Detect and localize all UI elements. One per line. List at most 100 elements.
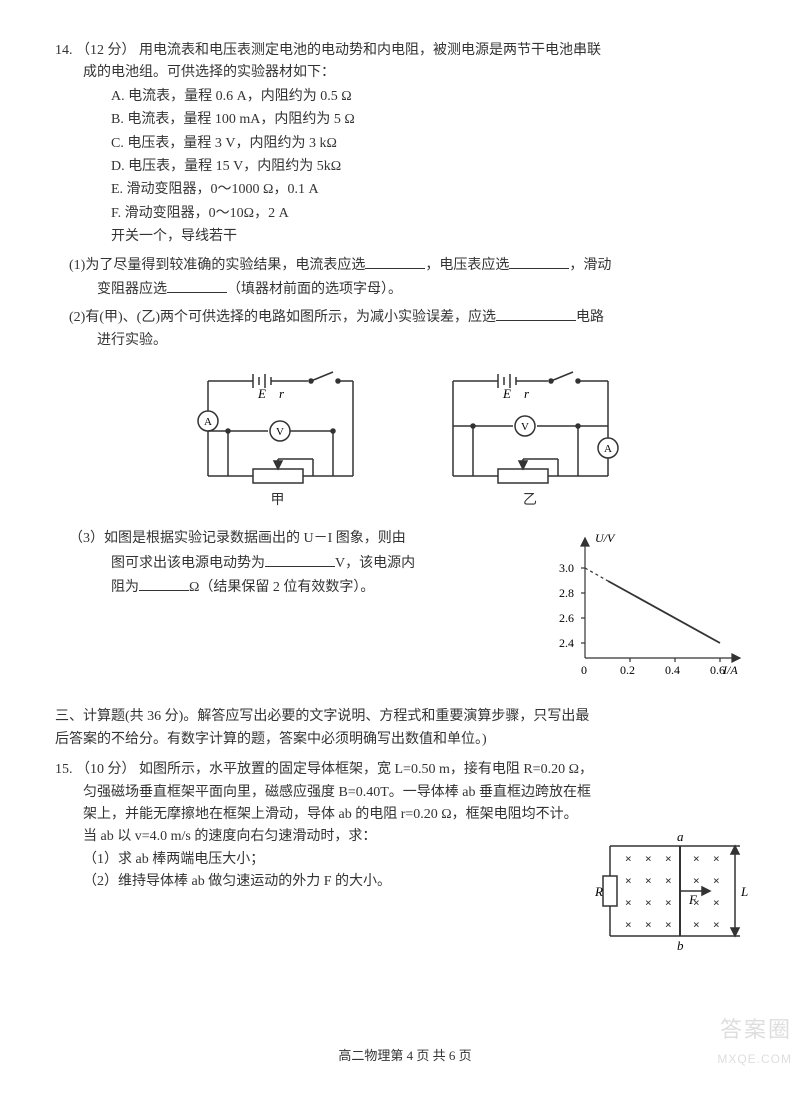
q14-sub1-label: (1) <box>69 258 85 273</box>
ui-graph-svg: U/V I/A 3.0 2.8 2.6 2.4 0 0.2 0.4 0.6 <box>545 528 755 688</box>
f-label: F <box>688 892 698 907</box>
q14-sub1-t2: ，电压表应选 <box>425 258 509 273</box>
xt0: 0 <box>581 663 587 677</box>
svg-text:×: × <box>645 852 652 865</box>
q15-t2: 匀强磁场垂直框架平面向里，磁感应强度 B=0.40T。一导体棒 ab 垂直框边跨… <box>55 782 755 804</box>
yt26: 2.6 <box>559 611 574 625</box>
yt28: 2.8 <box>559 586 574 600</box>
page-footer: 高二物理第 4 页 共 6 页 <box>0 1046 810 1067</box>
circuit-yi-svg: E r V A <box>433 366 628 486</box>
q14-sub1-line2: 变阻器应选 （填器材前面的选项字母）。 <box>69 277 755 301</box>
q14-sub1-t5: （填器材前面的选项字母）。 <box>227 282 402 297</box>
watermark-url: MXQE.COM <box>717 1050 792 1069</box>
svg-text:×: × <box>665 918 672 931</box>
question-14: 14. （12 分） 用电流表和电压表测定电池的电动势和内电阻，被测电源是两节干… <box>55 40 755 688</box>
q15-points: （10 分） <box>76 762 136 777</box>
svg-text:×: × <box>645 874 652 887</box>
blank-voltmeter <box>509 253 569 269</box>
svg-text:×: × <box>665 874 672 887</box>
xt06: 0.6 <box>710 663 725 677</box>
q14-sub3-t5: Ω（结果保留 2 位有效数字）。 <box>189 580 374 595</box>
q14-options: A. 电流表，量程 0.6 A，内阻约为 0.5 Ω B. 电流表，量程 100… <box>55 86 755 249</box>
svg-text:×: × <box>693 852 700 865</box>
option-g: 开关一个，导线若干 <box>111 226 755 248</box>
q14-sub2: (2)有(甲)、(乙)两个可供选择的电路如图所示，为减小实验误差，应选 电路 进行… <box>55 305 755 352</box>
circuit-jia-svg: E r A V <box>183 366 373 486</box>
q14-sub3-text: （3）如图是根据实验记录数据画出的 U－I 图象，则由 图可求出该电源电动势为V… <box>55 528 527 599</box>
v-meter-yi: V <box>521 421 529 433</box>
svg-text:×: × <box>645 896 652 909</box>
svg-text:×: × <box>625 918 632 931</box>
a-label: a <box>677 829 684 844</box>
q14-intro: 14. （12 分） 用电流表和电压表测定电池的电动势和内电阻，被测电源是两节干… <box>55 40 755 62</box>
caption-jia: 甲 <box>183 490 373 512</box>
r-label-q15: R <box>595 884 603 899</box>
svg-text:×: × <box>625 852 632 865</box>
q15-sub2: （2）维持导体棒 ab 做匀速运动的外力 F 的大小。 <box>55 871 583 893</box>
e-label: E <box>257 386 266 401</box>
xt04: 0.4 <box>665 663 680 677</box>
q15-t1: 如图所示，水平放置的固定导体框架，宽 L=0.50 m，接有电阻 R=0.20 … <box>139 762 593 777</box>
a-meter-label: A <box>204 416 212 428</box>
q14-sub1-t1: 为了尽量得到较准确的实验结果，电流表应选 <box>85 258 365 273</box>
question-15: 15. （10 分） 如图所示，水平放置的固定导体框架，宽 L=0.50 m，接… <box>55 759 755 956</box>
q14-intro-line2: 成的电池组。可供选择的实验器材如下： <box>55 62 755 84</box>
v-meter-label: V <box>276 426 284 438</box>
svg-text:×: × <box>665 852 672 865</box>
blank-emf <box>265 551 335 567</box>
q14-sub2-t2: 电路 <box>576 310 604 325</box>
q14-sub2-line2: 进行实验。 <box>69 330 755 352</box>
q14-sub2-label: (2) <box>69 310 85 325</box>
circuit-jia: E r A V 甲 <box>183 366 373 512</box>
q15-text-block: 当 ab 以 v=4.0 m/s 的速度向右匀速滑动时，求： （1）求 ab 棒… <box>55 826 583 893</box>
section-3-header: 三、计算题(共 36 分)。解答应写出必要的文字说明、方程式和重要演算步骤，只写… <box>55 706 755 751</box>
svg-text:×: × <box>693 918 700 931</box>
r-label: r <box>279 386 285 401</box>
blank-ammeter <box>365 253 425 269</box>
a-meter-yi: A <box>604 443 612 455</box>
q15-sub1: （1）求 ab 棒两端电压大小； <box>55 849 583 871</box>
q14-sub1-t3: ，滑动 <box>569 258 611 273</box>
e-label-yi: E <box>502 386 511 401</box>
section3-line1: 三、计算题(共 36 分)。解答应写出必要的文字说明、方程式和重要演算步骤，只写… <box>55 706 755 728</box>
b-label: b <box>677 938 684 953</box>
xt02: 0.2 <box>620 663 635 677</box>
q15-body-row: 当 ab 以 v=4.0 m/s 的速度向右匀速滑动时，求： （1）求 ab 棒… <box>55 826 755 956</box>
q15-figure: ××××× ××××× ××××× ××××× a b R F L <box>595 826 755 956</box>
q14-sub1: (1)为了尽量得到较准确的实验结果，电流表应选 ，电压表应选 ，滑动 变阻器应选 （填… <box>55 253 755 302</box>
svg-text:×: × <box>625 896 632 909</box>
svg-text:×: × <box>713 852 720 865</box>
q15-figure-svg: ××××× ××××× ××××× ××××× a b R F L <box>595 826 755 956</box>
q14-sub3-t4: 阻为 <box>111 580 139 595</box>
option-a: A. 电流表，量程 0.6 A，内阻约为 0.5 Ω <box>111 86 755 108</box>
ui-graph: U/V I/A 3.0 2.8 2.6 2.4 0 0.2 0.4 0.6 <box>545 528 755 688</box>
svg-text:×: × <box>625 874 632 887</box>
svg-text:×: × <box>693 874 700 887</box>
blank-rheostat <box>167 277 227 293</box>
q14-sub3-t1: 如图是根据实验记录数据画出的 U－I 图象，则由 <box>104 531 406 546</box>
option-b: B. 电流表，量程 100 mA，内阻约为 5 Ω <box>111 109 755 131</box>
circuit-yi: E r V A 乙 <box>433 366 628 512</box>
q14-sub1-t4: 变阻器应选 <box>97 282 167 297</box>
option-c: C. 电压表，量程 3 V，内阻约为 3 kΩ <box>111 133 755 155</box>
blank-circuit <box>496 305 576 321</box>
section3-line2: 后答案的不给分。有数字计算的题，答案中必须明确写出数值和单位。) <box>55 729 755 751</box>
q14-sub2-t1: 有(甲)、(乙)两个可供选择的电路如图所示，为减小实验误差，应选 <box>85 310 496 325</box>
q14-sub3-t2: 图可求出该电源电动势为 <box>111 556 265 571</box>
svg-text:×: × <box>713 874 720 887</box>
q14-sub3-label: （3） <box>69 531 104 546</box>
q14-sub3-row: （3）如图是根据实验记录数据画出的 U－I 图象，则由 图可求出该电源电动势为V… <box>55 528 755 688</box>
svg-text:×: × <box>713 896 720 909</box>
yt24: 2.4 <box>559 636 574 650</box>
caption-yi: 乙 <box>433 490 628 512</box>
option-e: E. 滑动变阻器，0～1000 Ω，0.1 A <box>111 179 755 201</box>
circuit-figures: E r A V 甲 <box>55 366 755 512</box>
option-f: F. 滑动变阻器，0～10Ω，2 A <box>111 203 755 225</box>
svg-text:×: × <box>665 896 672 909</box>
q15-t4: 当 ab 以 v=4.0 m/s 的速度向右匀速滑动时，求： <box>55 826 583 848</box>
yt30: 3.0 <box>559 561 574 575</box>
q14-number: 14. <box>55 43 73 58</box>
q14-intro-text1: 用电流表和电压表测定电池的电动势和内电阻，被测电源是两节干电池串联 <box>139 43 601 58</box>
svg-text:×: × <box>713 918 720 931</box>
watermark: 答案圈 <box>720 1012 792 1047</box>
